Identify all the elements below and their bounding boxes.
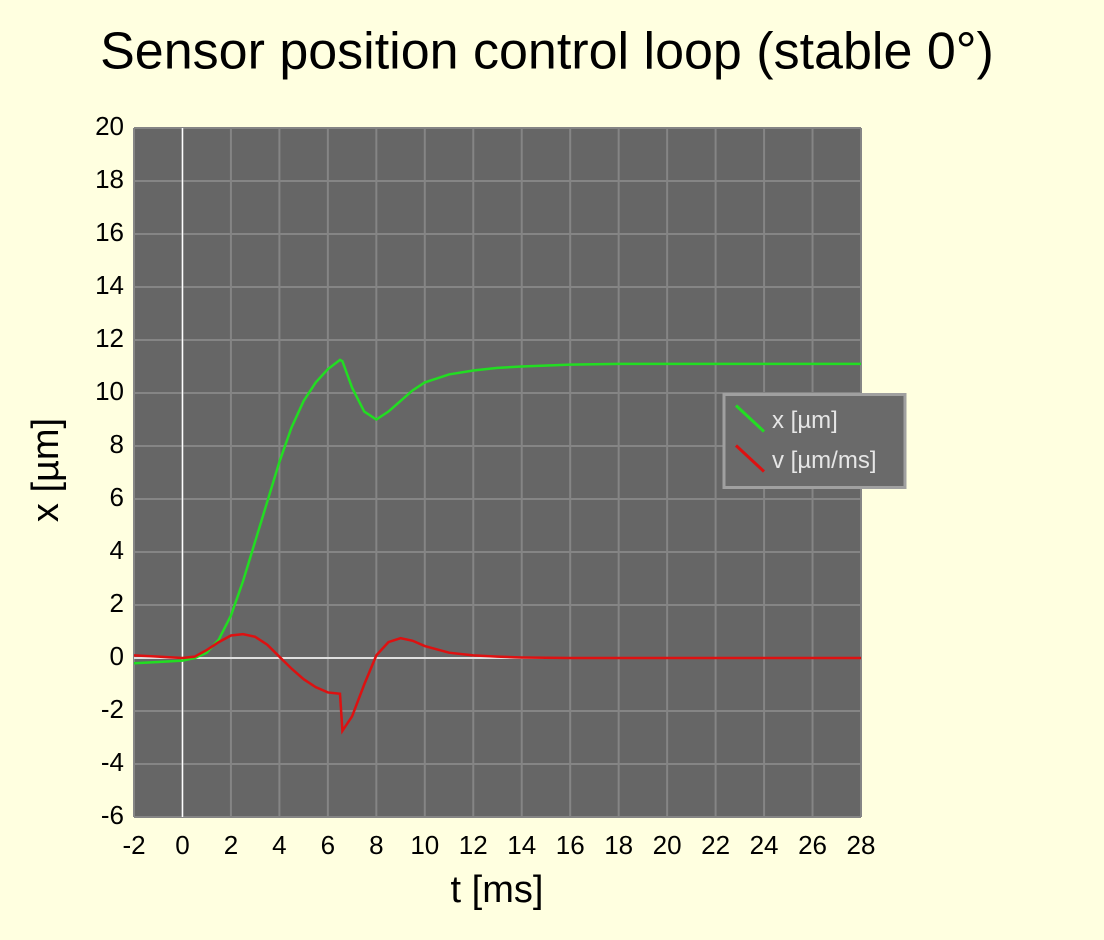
y-tick-label: 18 [95,164,124,194]
x-tick-label: 14 [507,830,536,860]
x-tick-label: 28 [847,830,876,860]
y-tick-label: 12 [95,323,124,353]
legend-swatch [734,404,766,433]
x-tick-label: 10 [410,830,439,860]
x-tick-label: 16 [556,830,585,860]
data-line [133,632,861,735]
y-tick-label: 4 [110,535,124,565]
x-tick-label: 18 [604,830,633,860]
y-tick-label: 10 [95,376,124,406]
x-tick-label: 12 [459,830,488,860]
x-tick-label: 2 [224,830,238,860]
x-tick-label: 4 [272,830,286,860]
data-line [133,358,861,665]
y-tick-label: -4 [101,747,124,777]
x-tick-label: 26 [798,830,827,860]
chart-title: Sensor position control loop (stable 0°) [100,23,994,81]
y-tick-label: 0 [110,641,124,671]
x-tick-label: 8 [369,830,383,860]
y-tick-label: -6 [101,800,124,830]
x-tick-label: 22 [701,830,730,860]
y-axis-label: x [µm] [25,418,67,522]
y-tick-label: 20 [95,111,124,141]
x-axis-label: t [ms] [451,869,544,911]
legend-swatch [734,444,766,473]
x-tick-label: -2 [122,830,145,860]
legend-box [722,393,907,489]
y-tick-label: 8 [110,429,124,459]
x-tick-label: 20 [653,830,682,860]
y-tick-label: 14 [95,270,124,300]
y-tick-label: 16 [95,217,124,247]
x-tick-label: 24 [750,830,779,860]
y-tick-label: 2 [110,588,124,618]
y-tick-label: 6 [110,482,124,512]
x-tick-label: 0 [175,830,189,860]
x-tick-label: 6 [321,830,335,860]
legend-label: x [µm] [772,407,838,434]
y-tick-label: -2 [101,694,124,724]
legend-label: v [µm/ms] [772,447,876,474]
